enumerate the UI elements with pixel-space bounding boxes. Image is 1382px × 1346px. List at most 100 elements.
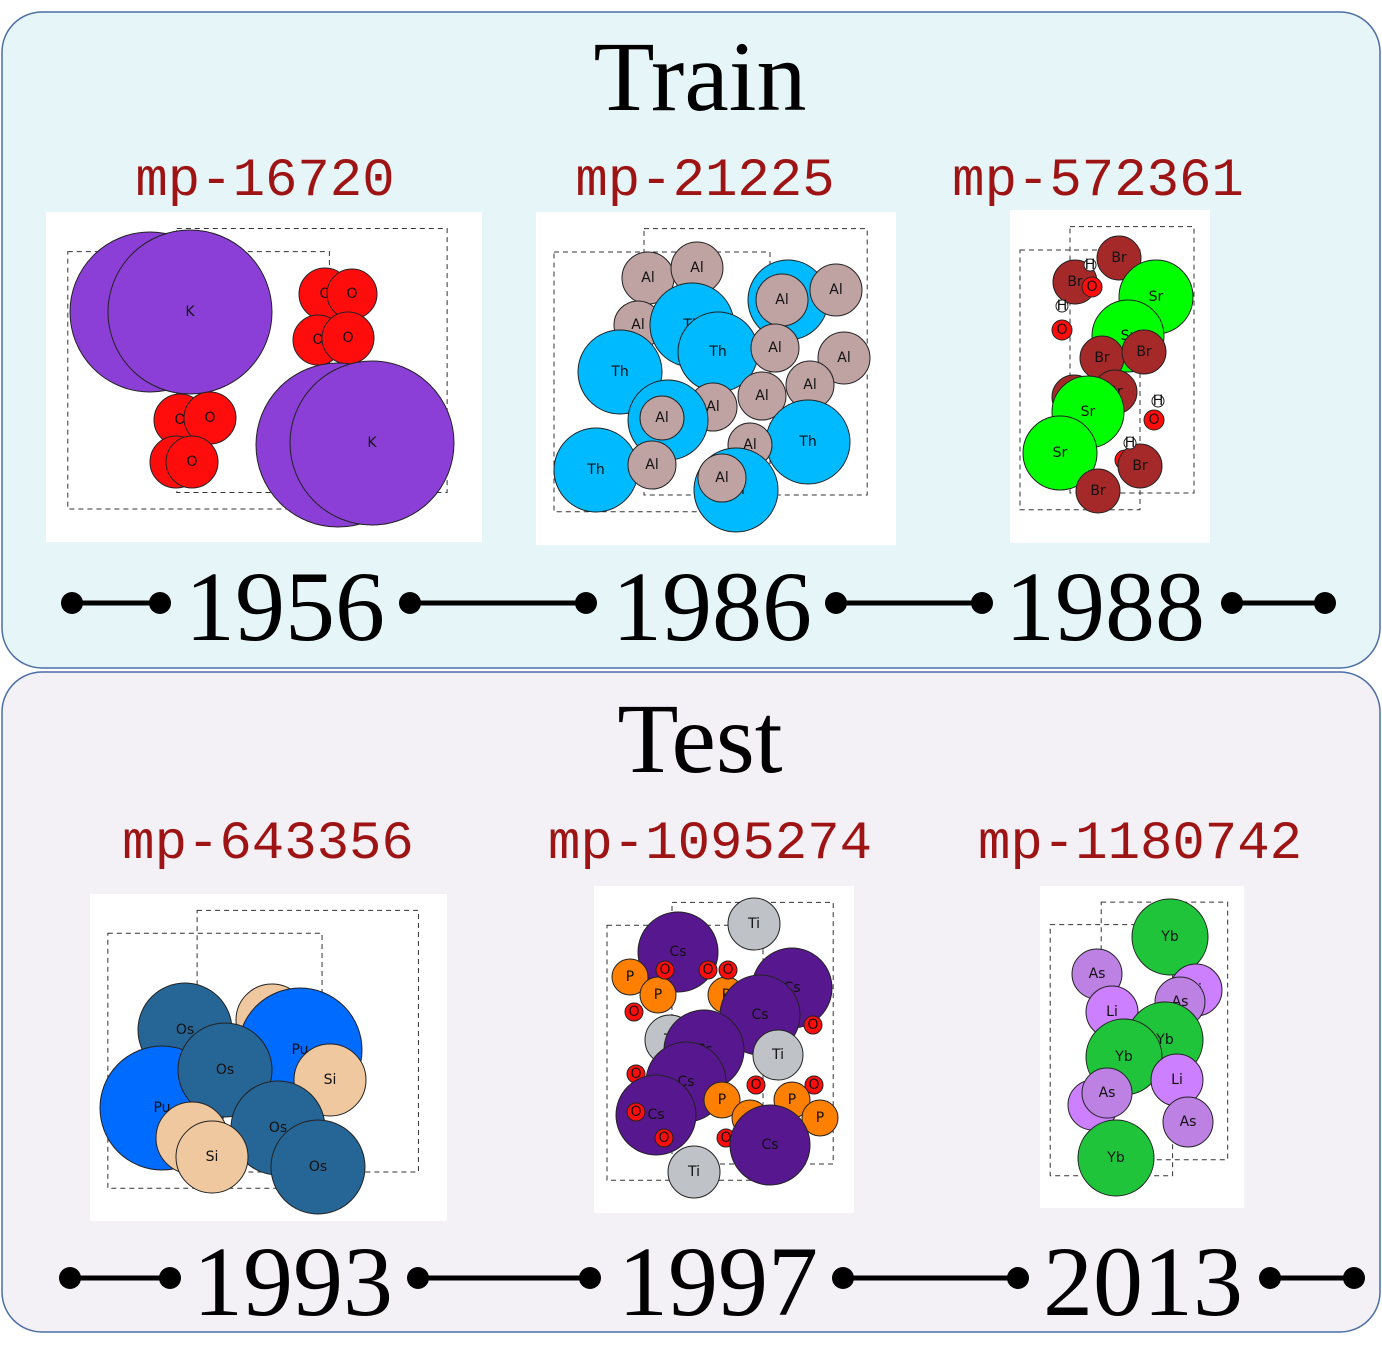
atom-label: O — [204, 410, 215, 426]
year: 1956 — [185, 551, 385, 662]
atom-label: Br — [1067, 274, 1083, 290]
atom-label: Li — [1106, 1004, 1118, 1020]
atom-label: H — [1057, 298, 1068, 314]
atom-label: Cs — [751, 1007, 768, 1023]
year: 1988 — [1005, 551, 1205, 662]
atom-label: Ti — [771, 1047, 784, 1063]
atom — [1075, 468, 1121, 514]
atom-label: Cs — [761, 1137, 778, 1153]
atom — [817, 331, 871, 385]
material-id: mp-572361 — [952, 151, 1244, 212]
atom-label: O — [312, 332, 323, 348]
atom — [801, 1099, 839, 1137]
material-id: mp-643356 — [122, 814, 414, 875]
atom-label: Al — [655, 410, 668, 426]
atom-label: Os — [309, 1159, 327, 1175]
panel-title: Test — [617, 683, 782, 794]
atom — [639, 976, 677, 1014]
atom-label: P — [654, 987, 662, 1003]
atom — [639, 395, 685, 441]
atom-label: Os — [269, 1120, 287, 1136]
atom-label: O — [658, 1130, 669, 1146]
atom-label: O — [628, 1004, 639, 1020]
atom — [803, 1015, 823, 1035]
timeline-dot — [579, 1267, 601, 1289]
atom-label: Br — [1111, 250, 1127, 266]
atom — [1083, 258, 1097, 272]
atom — [752, 1029, 804, 1081]
atom-label: O — [174, 412, 185, 428]
atom-label: O — [808, 1077, 819, 1093]
atom — [1096, 235, 1142, 281]
atom-label: Br — [1132, 458, 1148, 474]
atom-label: As — [1099, 1085, 1116, 1101]
atom-label: Sr — [1149, 289, 1164, 305]
material-id: mp-1180742 — [978, 814, 1302, 875]
timeline-dot — [149, 592, 171, 614]
atom-label: Os — [176, 1022, 194, 1038]
atom — [165, 435, 219, 489]
atom — [175, 1120, 249, 1194]
atom — [750, 323, 800, 373]
atom — [718, 960, 738, 980]
atom-label: Al — [775, 292, 788, 308]
timeline-dot — [1221, 592, 1243, 614]
atom-label: Al — [768, 340, 781, 356]
atom-label: Pu — [291, 1042, 308, 1058]
material-id: mp-1095274 — [548, 814, 872, 875]
atom-label: Th — [586, 462, 604, 478]
year: 1986 — [612, 551, 812, 662]
timeline-dot — [61, 592, 83, 614]
atom — [654, 1128, 674, 1148]
atom — [289, 360, 455, 526]
atom — [737, 371, 787, 421]
atom-label: Cs — [669, 944, 686, 960]
atom-label: Li — [1171, 1072, 1183, 1088]
atom — [1117, 443, 1163, 489]
crystal-structure: YbAsLiAsLiYbYbLiLiAsAsYb — [1040, 886, 1244, 1208]
timeline-dot — [399, 592, 421, 614]
atom — [1123, 436, 1137, 450]
atom-label: Br — [1090, 483, 1106, 499]
atom-label: As — [1089, 966, 1106, 982]
atom-label: Sr — [1053, 445, 1068, 461]
crystal-structure: KKOOOOOOOOKK — [46, 212, 482, 542]
timeline-dot — [575, 592, 597, 614]
atom-label: O — [1086, 279, 1097, 295]
atom — [1055, 299, 1069, 313]
atom — [1143, 409, 1165, 431]
atom — [804, 1075, 824, 1095]
atom-label: O — [720, 1130, 731, 1146]
atom-label: Al — [706, 399, 719, 415]
atom-label: Th — [610, 364, 628, 380]
timeline-dot — [1259, 1267, 1281, 1289]
atom — [627, 440, 677, 490]
timeline-dot — [971, 592, 993, 614]
atom-label: Th — [708, 344, 726, 360]
crystal-structure: TiCsCsPPPOOOOOOCsTiCsTiCsOOOPPPCsPOOOOCs… — [594, 886, 854, 1213]
atom — [1051, 319, 1073, 341]
crystal-structure: BrBrOSrSrOBrBrBrBrSrOSrOBrBrHHHH — [1010, 210, 1210, 543]
atom-label: O — [342, 330, 353, 346]
atom-label: Br — [1094, 350, 1110, 366]
atom-label: H — [1153, 393, 1164, 409]
timeline-dot — [407, 1267, 429, 1289]
atom-label: K — [185, 304, 195, 320]
atom-label: Yb — [1106, 1150, 1125, 1166]
atom-label: O — [346, 286, 357, 302]
atom — [667, 1145, 721, 1199]
material-id: mp-16720 — [135, 151, 394, 212]
atom — [270, 1119, 366, 1215]
crystal-structure: AlAlThAlAlAlThThAlAlThAlAlAlThAlThAlThAl… — [536, 212, 896, 545]
atom-label: O — [186, 454, 197, 470]
atom-label: H — [1085, 257, 1096, 273]
atom-label: O — [750, 1077, 761, 1093]
atom — [107, 229, 273, 395]
atom — [1151, 394, 1165, 408]
year: 1993 — [193, 1226, 393, 1337]
timeline-dot — [159, 1267, 181, 1289]
atom — [809, 263, 863, 317]
atom — [1022, 415, 1098, 491]
atom-label: Yb — [1114, 1049, 1133, 1065]
atom-label: Al — [645, 457, 658, 473]
